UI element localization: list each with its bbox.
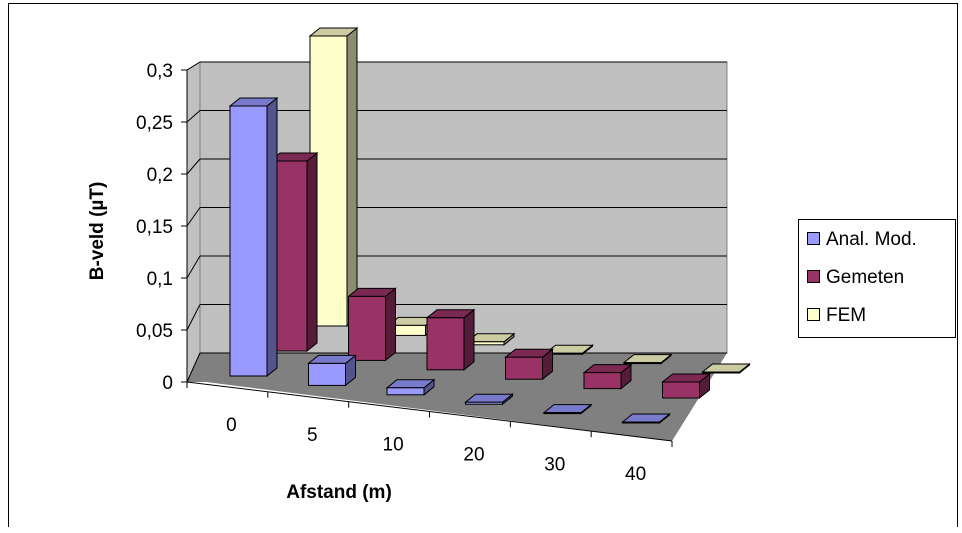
x-tick-label: 20 xyxy=(463,444,484,465)
bar-anal-mod--5 xyxy=(307,354,357,387)
gridline-side xyxy=(186,158,201,175)
bar-fem-30 xyxy=(622,353,673,365)
bar-side xyxy=(306,151,318,353)
bar-front xyxy=(229,105,268,377)
y-tick-label: 0,05 xyxy=(136,321,173,342)
bar-front xyxy=(505,356,543,380)
legend-swatch xyxy=(807,232,820,245)
bar-anal-mod--30 xyxy=(542,403,593,415)
bar-front xyxy=(465,401,503,405)
legend: Anal. Mod. Gemeten FEM xyxy=(798,219,956,338)
legend-label: Anal. Mod. xyxy=(826,229,917,250)
bar-front xyxy=(348,295,386,361)
x-tick-label: 5 xyxy=(307,425,318,446)
bar-fem-40 xyxy=(701,362,751,375)
bar-anal-mod--20 xyxy=(464,393,514,406)
y-tick-label: 0,1 xyxy=(147,269,173,290)
y-tick-label: 0,3 xyxy=(147,61,173,82)
bar-anal-mod--10 xyxy=(385,378,436,396)
bar-front xyxy=(543,412,582,415)
gridline-side xyxy=(186,207,201,227)
bar-front xyxy=(623,362,662,365)
bars xyxy=(228,26,751,425)
bar-anal-mod--40 xyxy=(621,412,671,425)
x-tick-labels: 0 5 10 20 30 40 xyxy=(186,382,673,485)
bar-side xyxy=(463,308,475,371)
x-tick-label: 0 xyxy=(226,415,237,436)
y-tick-label: 0,15 xyxy=(136,217,173,238)
bar-gemeten-40 xyxy=(661,372,711,400)
x-axis-title: Afstand (m) xyxy=(286,482,392,503)
bar-side xyxy=(266,96,278,378)
gridline-side xyxy=(186,352,201,383)
y-tick-labels: 0 0,05 0,1 0,15 0,2 0,25 0,3 xyxy=(136,61,173,394)
legend-label: Gemeten xyxy=(826,267,904,288)
x-tick-label: 30 xyxy=(544,454,565,475)
bar-side xyxy=(385,287,396,362)
y-tick-label: 0,2 xyxy=(147,165,173,186)
bar-front xyxy=(583,372,622,390)
y-tick-label: 0 xyxy=(162,373,173,394)
chart-area-border xyxy=(8,3,958,527)
gridline-side xyxy=(186,255,201,279)
legend-swatch xyxy=(807,308,820,321)
bar-front xyxy=(386,387,425,396)
bar-gemeten-30 xyxy=(582,363,633,390)
bar-front xyxy=(308,362,346,386)
y-tick-label: 0,25 xyxy=(136,113,173,134)
bar-side xyxy=(346,26,358,328)
bar-gemeten-10 xyxy=(425,308,476,371)
bar-gemeten-20 xyxy=(504,348,554,381)
gridline-side xyxy=(186,61,201,71)
side-wall xyxy=(186,61,201,383)
y-axis-title: B-veld (µT) xyxy=(87,182,108,281)
legend-items: Anal. Mod. Gemeten FEM xyxy=(807,229,917,326)
bar-front xyxy=(702,371,740,374)
bar-front xyxy=(622,421,660,424)
legend-label: FEM xyxy=(826,305,866,326)
bar-front xyxy=(426,317,465,371)
bar-anal-mod--0 xyxy=(228,96,279,378)
x-tick-label: 10 xyxy=(383,435,404,456)
legend-box xyxy=(798,219,956,338)
gridline-side xyxy=(186,110,201,123)
legend-swatch xyxy=(807,270,820,283)
gridline-side xyxy=(186,304,201,331)
bar-gemeten-5 xyxy=(347,287,397,362)
x-tick-label: 40 xyxy=(625,464,646,485)
bar-front xyxy=(662,381,700,399)
